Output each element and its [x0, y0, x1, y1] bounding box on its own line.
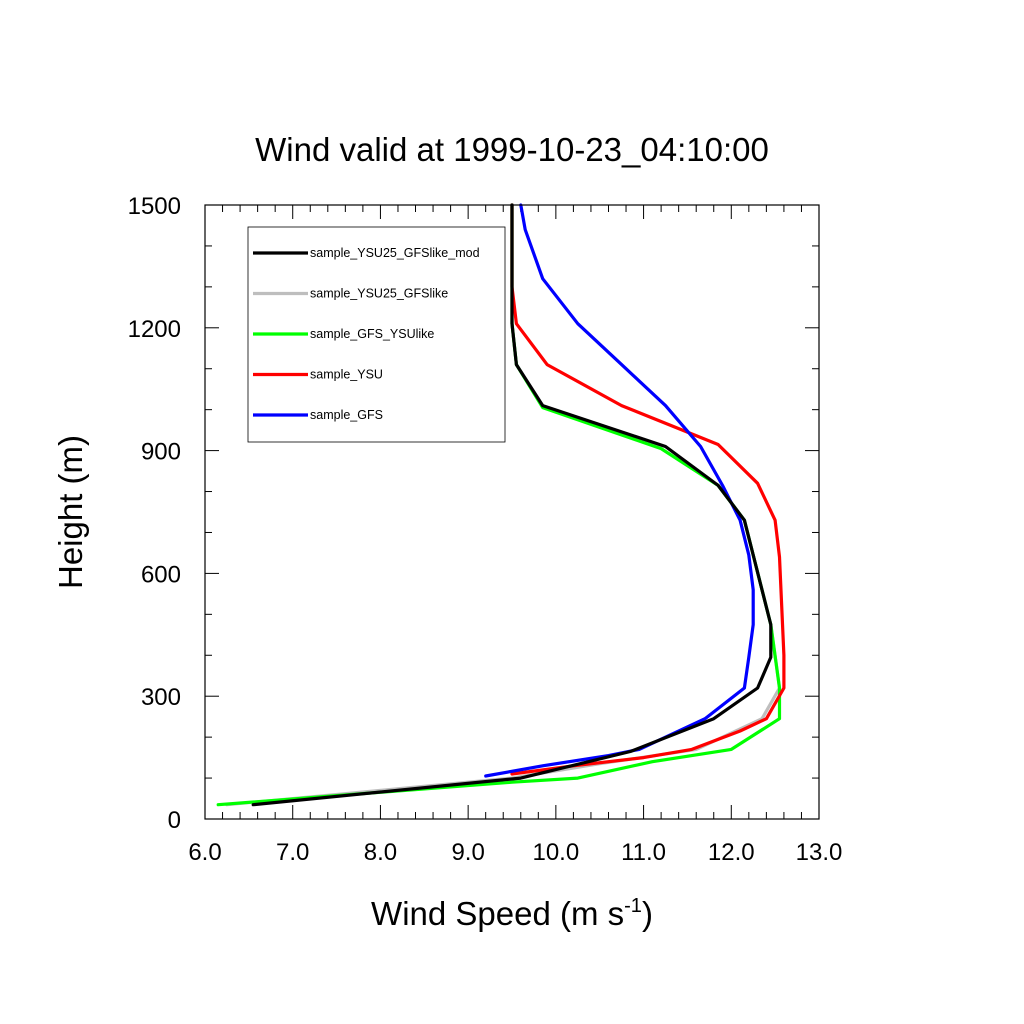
legend-label: sample_YSU: [310, 368, 383, 382]
chart-title: Wind valid at 1999-10-23_04:10:00: [255, 131, 769, 168]
x-tick-label: 11.0: [621, 839, 666, 866]
series-layer: [216, 203, 786, 807]
y-tick-label: 600: [141, 561, 181, 588]
legend: sample_YSU25_GFSlike_mod sample_YSU25_GFS…: [247, 226, 506, 443]
series-line-sample-gfs: [484, 203, 755, 778]
legend-label: sample_GFS: [310, 408, 383, 422]
x-tick-label: 8.0: [364, 839, 397, 866]
x-axis-label-main: Wind Speed (m s: [371, 895, 624, 932]
y-tick-label: 0: [168, 807, 181, 834]
y-axis-label: Height (m): [52, 435, 89, 589]
plot-frame: [204, 204, 820, 820]
y-tick-label: 300: [141, 684, 181, 711]
x-tick-label: 7.0: [276, 839, 309, 866]
x-tick-label: 9.0: [451, 839, 484, 866]
y-tick-label: 1200: [128, 316, 181, 343]
series-line-sample-ysu25-gfslike-mod: [251, 203, 773, 807]
x-axis-label-suffix: ): [642, 895, 653, 932]
y-tick-label: 900: [141, 439, 181, 466]
y-tick-label: 1500: [128, 193, 181, 220]
tick-labels: 6.0 7.0 8.0 9.0 10.0 11.0 12.0 13.0 0 300 600 900 12…: [128, 193, 843, 866]
legend-items: sample_YSU25_GFSlike_mod sample_YSU25_GFS…: [253, 246, 480, 422]
x-tick-label: 12.0: [708, 839, 755, 866]
legend-label: sample_YSU25_GFSlike: [310, 287, 448, 301]
x-tick-label: 6.0: [188, 839, 221, 866]
legend-label: sample_YSU25_GFSlike_mod: [310, 246, 480, 260]
legend-label: sample_GFS_YSUlike: [310, 327, 434, 341]
x-axis-label: Wind Speed (m s-1): [371, 895, 653, 932]
series-line-sample-ysu: [510, 203, 786, 776]
x-axis-label-superscript: -1: [624, 895, 642, 917]
x-tick-label: 10.0: [532, 839, 579, 866]
x-tick-label: 13.0: [796, 839, 843, 866]
